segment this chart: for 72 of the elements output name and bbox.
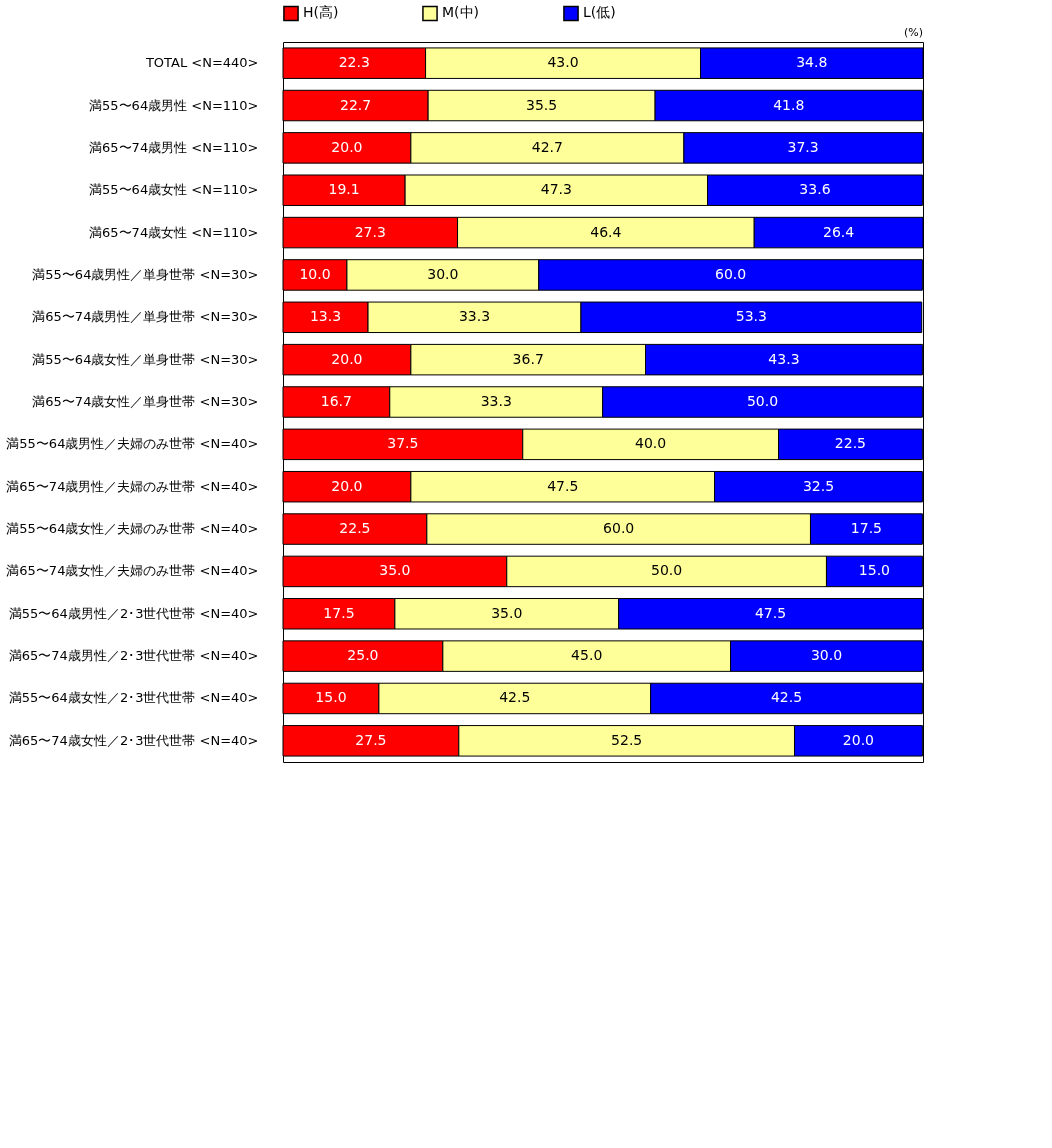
y-tick-label: 満55〜64歳女性／2･3世代世帯 <N=40> [8, 690, 259, 706]
data-label: 60.0 [714, 265, 747, 282]
data-label: 16.7 [320, 393, 352, 409]
data-label: 15.0 [315, 689, 347, 706]
data-label: 60.0 [603, 520, 635, 537]
data-label: 53.3 [735, 308, 767, 325]
data-label: 19.1 [328, 181, 360, 198]
data-label: 36.7 [512, 350, 544, 367]
y-tick-label: 満65〜74歳男性／単身世帯 <N=30> [32, 309, 259, 325]
y-tick-label: 満55〜64歳女性／単身世帯 <N=30> [32, 351, 259, 367]
y-tick-label: TOTAL <N=440> [144, 55, 259, 71]
data-label: 42.5 [499, 689, 531, 706]
data-label: 45.0 [571, 647, 603, 664]
data-label: 17.5 [323, 604, 355, 621]
data-label: 20.0 [331, 350, 363, 367]
data-label: 47.5 [754, 604, 787, 621]
data-label: 22.5 [834, 435, 867, 452]
y-tick-label: 満55〜64歳男性 <N=110> [89, 97, 259, 113]
data-label: 27.5 [355, 731, 387, 748]
data-label: 42.7 [531, 138, 563, 155]
data-label: 42.5 [770, 689, 803, 706]
data-label: 37.5 [387, 435, 419, 452]
data-label: 27.3 [354, 223, 386, 240]
data-label: 15.0 [858, 562, 890, 579]
data-label: 40.0 [635, 435, 667, 452]
legend-label: L(低) [583, 4, 616, 21]
data-label: 30.0 [427, 265, 459, 282]
data-label: 33.6 [799, 181, 831, 198]
legend-label: M(中) [442, 4, 480, 21]
data-label: 17.5 [850, 520, 882, 537]
data-label: 35.0 [491, 604, 523, 621]
data-label: 47.5 [547, 477, 579, 494]
y-tick-label: 満65〜74歳女性 <N=110> [89, 224, 259, 240]
data-label: 46.4 [590, 223, 622, 240]
y-tick-label: 満65〜74歳男性 <N=110> [89, 139, 259, 155]
data-label: 33.3 [480, 393, 512, 409]
data-label: 33.3 [458, 308, 491, 325]
data-label: 10.0 [299, 265, 331, 282]
y-tick-label: 満55〜64歳男性／2･3世代世帯 <N=40> [8, 605, 259, 621]
data-label: 25.0 [347, 647, 379, 664]
data-label: 34.8 [796, 54, 828, 71]
data-label: 52.5 [611, 731, 643, 748]
legend-label: H(高) [303, 4, 339, 21]
y-tick-label: 満65〜74歳女性／2･3世代世帯 <N=40> [8, 732, 259, 748]
y-tick-label: 満65〜74歳女性／単身世帯 <N=30> [32, 394, 259, 409]
y-tick-label: 満55〜64歳女性 <N=110> [89, 182, 259, 198]
data-label: 41.8 [773, 96, 805, 113]
data-label: 22.5 [339, 520, 371, 537]
data-label: 43.0 [547, 54, 579, 71]
y-tick-label: 満55〜64歳女性／夫婦のみ世帯 <N=40> [6, 521, 259, 537]
data-label: 26.4 [823, 223, 855, 240]
data-label: 43.3 [768, 350, 800, 367]
y-tick-label: 満65〜74歳男性／夫婦のみ世帯 <N=40> [6, 478, 259, 494]
data-label: 22.3 [338, 54, 370, 71]
data-label: 30.0 [810, 647, 843, 664]
data-label: 20.0 [842, 731, 875, 748]
y-tick-label: 満65〜74歳女性／夫婦のみ世帯 <N=40> [6, 563, 259, 579]
y-tick-label: 満65〜74歳男性／2･3世代世帯 <N=40> [8, 648, 259, 664]
data-label: 47.3 [540, 181, 572, 198]
data-label: 20.0 [331, 138, 363, 155]
data-label: 50.0 [746, 393, 779, 409]
data-label: 22.7 [339, 96, 372, 113]
data-label: 20.0 [331, 477, 363, 494]
data-label: 32.5 [802, 477, 835, 494]
data-label: 13.3 [309, 308, 342, 325]
y-tick-label: 満55〜64歳男性／単身世帯 <N=30> [32, 266, 259, 282]
data-label: 50.0 [651, 562, 683, 579]
data-label: 35.5 [526, 96, 558, 113]
data-label: 35.0 [379, 562, 411, 579]
data-label: 37.3 [787, 138, 819, 155]
y-tick-label: 満55〜64歳男性／夫婦のみ世帯 <N=40> [6, 436, 259, 452]
text: (%) [903, 26, 923, 39]
